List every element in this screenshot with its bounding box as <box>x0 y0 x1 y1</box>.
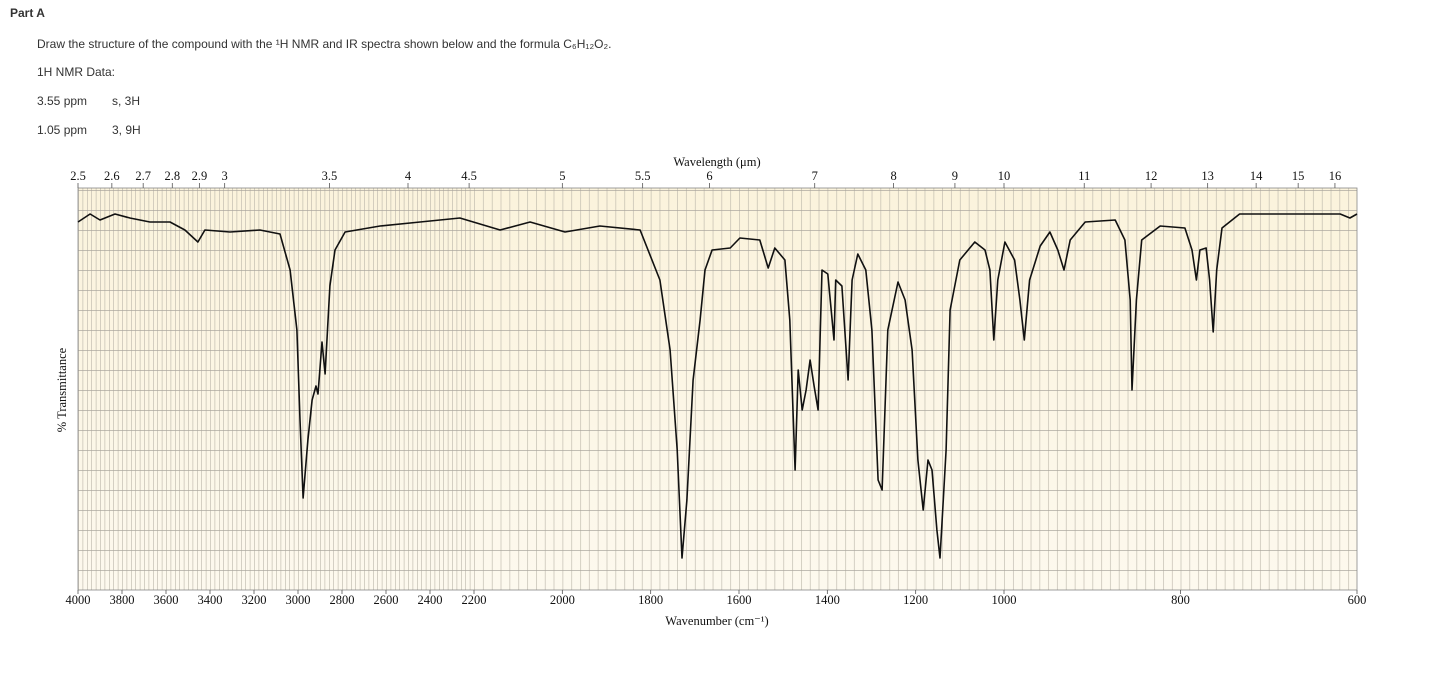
x2-tick-label: 12 <box>1145 169 1158 183</box>
x-tick-label: 600 <box>1348 593 1367 607</box>
x-tick-label: 2200 <box>462 593 487 607</box>
x2-tick-label: 10 <box>998 169 1011 183</box>
nmr-multiplicity: 3, 9H <box>112 123 141 137</box>
grid-horizontal <box>78 188 1357 590</box>
x-tick-label: 3800 <box>110 593 135 607</box>
plot-frame <box>77 187 1358 591</box>
x-tick-label: 3400 <box>198 593 223 607</box>
x-tick-label: 1200 <box>903 593 928 607</box>
x2-tick-label: 9 <box>952 169 958 183</box>
x-tick-label: 2400 <box>418 593 443 607</box>
x2-tick-label: 2.7 <box>135 169 151 183</box>
x2-tick-label: 4 <box>405 169 412 183</box>
spectrum-line <box>77 213 1358 559</box>
part-title: Part A <box>10 6 45 20</box>
x2-tick-label: 15 <box>1292 169 1305 183</box>
x-tick-label: 2600 <box>374 593 399 607</box>
nmr-title: 1H NMR Data: <box>37 65 115 79</box>
x-tick-label: 4000 <box>66 593 91 607</box>
x2-tick-label: 5.5 <box>635 169 651 183</box>
x2-tick-label: 3 <box>222 169 228 183</box>
x2-tick-label: 13 <box>1201 169 1214 183</box>
x-tick-label: 3200 <box>242 593 267 607</box>
nmr-multiplicity: s, 3H <box>112 94 140 108</box>
x2-axis-label: Wavelength (μm) <box>673 155 760 169</box>
x-tick-label: 800 <box>1171 593 1190 607</box>
x2-tick-label: 7 <box>812 169 818 183</box>
y-axis-label: % Transmittance <box>55 347 69 432</box>
x2-tick-label: 16 <box>1329 169 1342 183</box>
x2-tick-label: 5 <box>559 169 565 183</box>
x2-tick-label: 11 <box>1078 169 1090 183</box>
x2-tick-label: 2.9 <box>192 169 208 183</box>
grid <box>78 188 1357 590</box>
x2-tick-label: 2.5 <box>70 169 86 183</box>
x2-tick-label: 14 <box>1250 169 1263 183</box>
x2-tick-label: 6 <box>706 169 712 183</box>
ir-spectrum <box>77 187 1358 591</box>
x2-tick-label: 2.6 <box>104 169 120 183</box>
question: Draw the structure of the compound with … <box>37 37 611 51</box>
x-tick-label: 3600 <box>154 593 179 607</box>
nmr-shift: 1.05 ppm <box>37 123 87 137</box>
x2-tick-label: 8 <box>890 169 896 183</box>
nmr-shift: 3.55 ppm <box>37 94 87 108</box>
x-tick-label: 1400 <box>815 593 840 607</box>
x2-tick-label: 3.5 <box>322 169 338 183</box>
x2-tick-label: 4.5 <box>461 169 477 183</box>
x-tick-label: 2800 <box>330 593 355 607</box>
x-tick-label: 1000 <box>992 593 1017 607</box>
x-axis-label: Wavenumber (cm⁻¹) <box>665 614 768 628</box>
x-tick-label: 1600 <box>727 593 752 607</box>
x-tick-label: 1800 <box>638 593 663 607</box>
x2-tick-label: 2.8 <box>164 169 180 183</box>
x-tick-label: 3000 <box>286 593 311 607</box>
x-tick-label: 2000 <box>550 593 575 607</box>
